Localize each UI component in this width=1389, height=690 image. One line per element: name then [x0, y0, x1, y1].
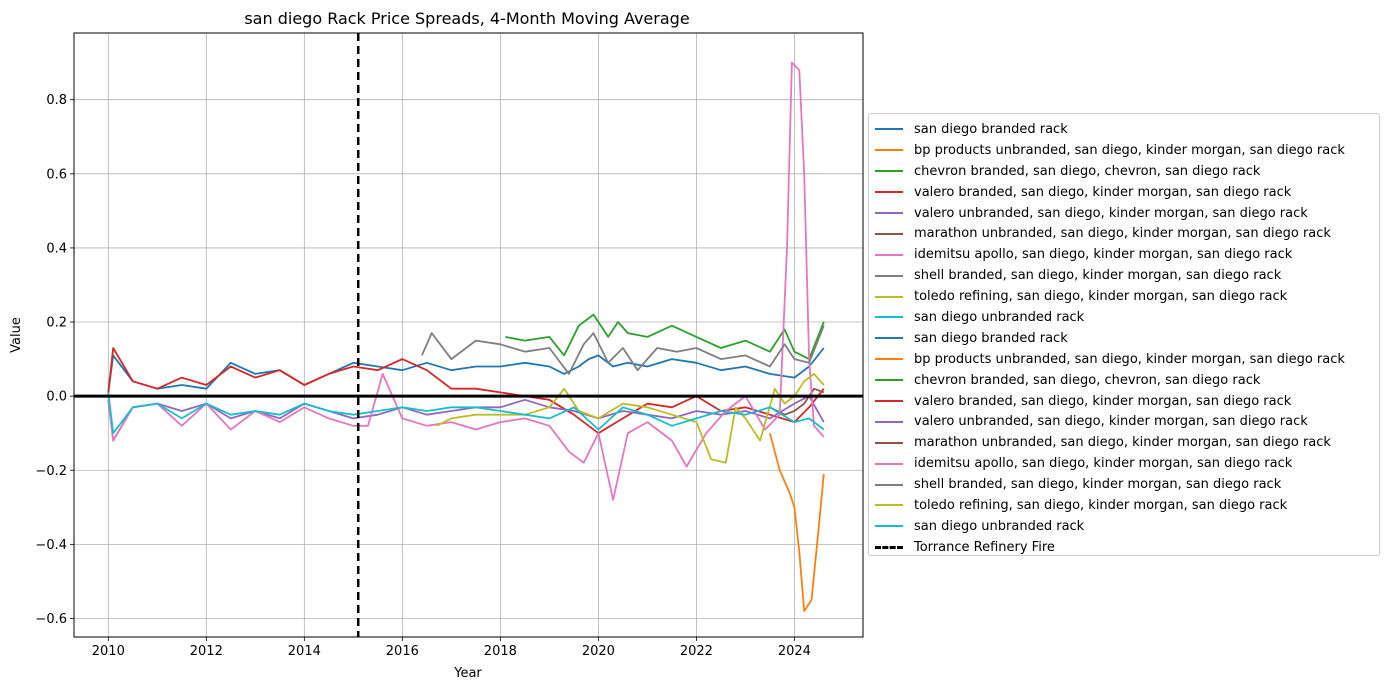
x-tick-label: 2020	[582, 644, 615, 659]
legend-swatch	[875, 504, 903, 507]
legend-swatch	[875, 149, 903, 152]
legend-label: shell branded, san diego, kinder morgan,…	[914, 268, 1282, 284]
legend-swatch	[875, 420, 903, 423]
legend-item: idemitsu apollo, san diego, kinder morga…	[869, 244, 1379, 265]
grid	[74, 33, 863, 637]
legend-item: toledo refining, san diego, kinder morga…	[869, 286, 1379, 307]
legend-label: valero branded, san diego, kinder morgan…	[914, 184, 1292, 200]
legend-swatch	[875, 295, 903, 298]
legend-item: san diego branded rack	[869, 119, 1379, 140]
legend-item: idemitsu apollo, san diego, kinder morga…	[869, 453, 1379, 474]
series-line-6	[107, 61, 825, 501]
legend-item: valero branded, san diego, kinder morgan…	[869, 391, 1379, 412]
legend-label: san diego branded rack	[914, 330, 1068, 346]
legend-item: san diego branded rack	[869, 328, 1379, 349]
legend-swatch	[875, 400, 903, 403]
legend-swatch	[875, 232, 903, 235]
series-line-8	[436, 372, 825, 464]
legend-label: san diego branded rack	[914, 121, 1068, 137]
legend-swatch	[875, 253, 903, 256]
legend-item: valero branded, san diego, kinder morgan…	[869, 182, 1379, 203]
x-tick-label: 2016	[386, 644, 419, 659]
legend-swatch	[875, 128, 903, 131]
legend-label: marathon unbranded, san diego, kinder mo…	[914, 226, 1331, 242]
legend-item: chevron branded, san diego, chevron, san…	[869, 161, 1379, 182]
legend-label: toledo refining, san diego, kinder morga…	[914, 289, 1288, 305]
legend-item: bp products unbranded, san diego, kinder…	[869, 349, 1379, 370]
legend-label: toledo refining, san diego, kinder morga…	[914, 497, 1288, 513]
legend-item: Torrance Refinery Fire	[869, 537, 1379, 558]
plot-frame	[73, 32, 864, 638]
x-tick-label: 2018	[484, 644, 517, 659]
y-axis-label: Value	[9, 317, 24, 353]
legend-swatch	[875, 337, 903, 340]
legend-item: marathon unbranded, san diego, kinder mo…	[869, 432, 1379, 453]
legend-label: shell branded, san diego, kinder morgan,…	[914, 477, 1282, 493]
legend-label: bp products unbranded, san diego, kinder…	[914, 142, 1345, 158]
series-line-4	[107, 395, 825, 442]
y-tick-label: −0.6	[35, 612, 67, 627]
y-tick-label: 0.2	[46, 316, 67, 331]
legend-swatch	[875, 545, 903, 549]
series-line-2	[505, 313, 825, 361]
series-group	[107, 61, 825, 612]
legend-label: valero unbranded, san diego, kinder morg…	[914, 205, 1308, 221]
legend-item: valero unbranded, san diego, kinder morg…	[869, 203, 1379, 224]
legend-item: shell branded, san diego, kinder morgan,…	[869, 265, 1379, 286]
legend-swatch	[875, 379, 903, 382]
x-tick-label: 2012	[190, 644, 223, 659]
legend-label: Torrance Refinery Fire	[914, 539, 1055, 555]
legend-label: valero branded, san diego, kinder morgan…	[914, 393, 1292, 409]
legend-swatch	[875, 462, 903, 465]
legend-swatch	[875, 525, 903, 528]
reference-lines	[74, 33, 863, 637]
legend-label: idemitsu apollo, san diego, kinder morga…	[914, 456, 1293, 472]
axes: 2010 2012 2014 2016 2018 2020 2022 2024 −0.6 −0.4…	[35, 93, 811, 659]
legend-item: san diego unbranded rack	[869, 516, 1379, 537]
legend-swatch	[875, 191, 903, 194]
x-tick-label: 2010	[92, 644, 125, 659]
series-line-0	[107, 347, 825, 393]
series-line-9	[107, 392, 825, 435]
series-line-5	[769, 387, 825, 416]
y-tick-label: 0.8	[46, 93, 67, 108]
legend-label: bp products unbranded, san diego, kinder…	[914, 351, 1345, 367]
legend-label: valero unbranded, san diego, kinder morg…	[914, 414, 1308, 430]
y-tick-label: −0.4	[35, 538, 67, 553]
legend-item: toledo refining, san diego, kinder morga…	[869, 495, 1379, 516]
legend-swatch	[875, 212, 903, 214]
legend: san diego branded rack bp products unbran…	[868, 113, 1380, 556]
legend-item: chevron branded, san diego, chevron, san…	[869, 370, 1379, 391]
x-tick-label: 2022	[680, 644, 713, 659]
legend-item: marathon unbranded, san diego, kinder mo…	[869, 223, 1379, 244]
y-tick-label: 0.0	[46, 390, 67, 405]
legend-label: chevron branded, san diego, chevron, san…	[914, 163, 1261, 179]
legend-label: marathon unbranded, san diego, kinder mo…	[914, 435, 1331, 451]
legend-swatch	[875, 170, 903, 173]
chart-title: san diego Rack Price Spreads, 4-Month Mo…	[244, 9, 689, 28]
y-tick-label: −0.2	[35, 464, 67, 479]
legend-item: valero unbranded, san diego, kinder morg…	[869, 411, 1379, 432]
legend-swatch	[875, 316, 903, 319]
legend-swatch	[875, 483, 903, 486]
series-line-7	[421, 325, 825, 375]
legend-swatch	[875, 358, 903, 361]
x-tick-label: 2024	[778, 644, 811, 659]
y-tick-label: 0.4	[46, 241, 67, 256]
legend-swatch	[875, 274, 903, 277]
x-axis-label: Year	[453, 666, 482, 681]
legend-label: idemitsu apollo, san diego, kinder morga…	[914, 247, 1293, 263]
legend-label: chevron branded, san diego, chevron, san…	[914, 372, 1261, 388]
series-line-3	[107, 347, 825, 435]
y-tick-label: 0.6	[46, 167, 67, 182]
x-tick-label: 2014	[288, 644, 321, 659]
series-line-1	[769, 432, 825, 612]
legend-item: san diego unbranded rack	[869, 307, 1379, 328]
legend-label: san diego unbranded rack	[914, 518, 1085, 534]
legend-label: san diego unbranded rack	[914, 309, 1085, 325]
legend-swatch	[875, 441, 903, 444]
legend-item: bp products unbranded, san diego, kinder…	[869, 140, 1379, 161]
legend-item: shell branded, san diego, kinder morgan,…	[869, 474, 1379, 495]
